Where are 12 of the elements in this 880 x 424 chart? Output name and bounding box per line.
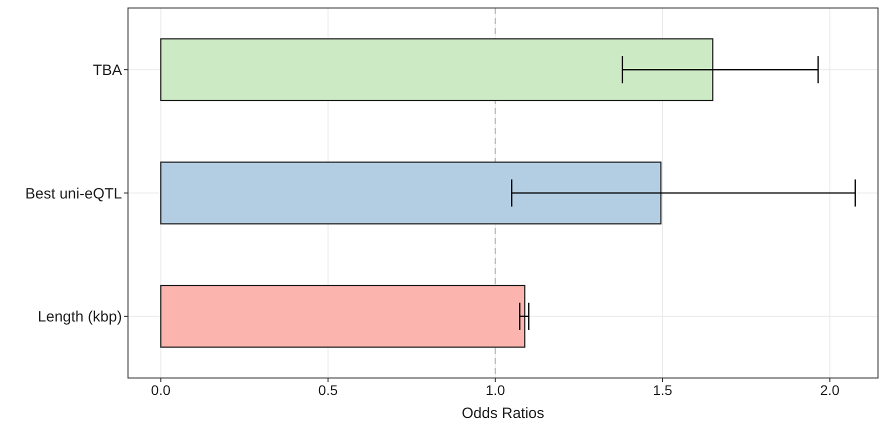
x-tick-label: 0.5 bbox=[318, 382, 338, 398]
bar bbox=[160, 284, 526, 348]
y-tick-label: Best uni-eQTL bbox=[25, 185, 122, 202]
x-tick-label: 1.5 bbox=[652, 382, 673, 398]
x-axis-title: Odds Ratios bbox=[462, 405, 544, 422]
x-tick-label: 2.0 bbox=[820, 382, 840, 398]
x-tick-label: 0.0 bbox=[151, 382, 171, 398]
y-tick-label: TBA bbox=[92, 62, 122, 79]
x-tick-label: 1.0 bbox=[486, 382, 506, 398]
bar bbox=[160, 38, 714, 102]
bar bbox=[160, 162, 662, 224]
y-tick-label: Length (kbp) bbox=[38, 308, 122, 326]
